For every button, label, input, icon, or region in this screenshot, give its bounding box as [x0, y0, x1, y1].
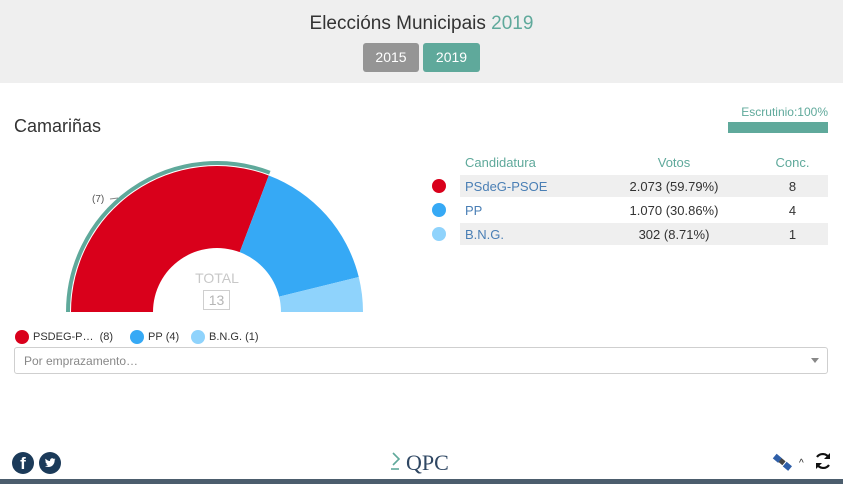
- seats-value: 8: [788, 179, 797, 194]
- candidate-link[interactable]: B.N.G.: [465, 227, 505, 242]
- majority-arc: [66, 161, 271, 313]
- legend-count: (4): [165, 331, 180, 343]
- legend-color-dot: [15, 330, 29, 344]
- candidate-link[interactable]: PP: [465, 203, 483, 218]
- majority-label: (7): [92, 194, 104, 205]
- title-year: 2019: [491, 13, 534, 34]
- satellite-icon[interactable]: [772, 453, 794, 471]
- legend-count: (8): [99, 331, 114, 343]
- logo-text: QPC: [406, 450, 449, 475]
- year-2015-button[interactable]: 2015: [363, 43, 419, 72]
- chart-slice-0: [71, 166, 269, 312]
- candidate-link[interactable]: PSdeG-PSOE: [465, 179, 548, 194]
- chart-slice-2: [279, 277, 363, 312]
- legend-count: (1): [245, 331, 259, 343]
- title-text: Eleccións Municipais: [309, 13, 486, 34]
- scrutiny-progress-fill: [728, 122, 828, 133]
- bottom-bar: [0, 479, 843, 484]
- seats-value: 4: [788, 203, 797, 218]
- table-row: PSdeG-PSOE 2.073 (59.79%) 8: [428, 175, 828, 197]
- legend-label: PSDEG-P…: [33, 331, 94, 343]
- location-select[interactable]: Por emprazamento…: [14, 347, 828, 374]
- municipality-name: Camariñas: [14, 116, 102, 136]
- chevron-down-icon: [811, 358, 819, 363]
- header-candidate: Candidatura: [465, 155, 536, 170]
- scrutiny-label: Escrutinio:100%: [741, 105, 828, 119]
- facebook-icon[interactable]: f: [12, 452, 34, 474]
- header-votes: Votos: [657, 155, 691, 170]
- select-placeholder: Por emprazamento…: [24, 354, 139, 368]
- votes-value: 302 (8.71%): [638, 227, 710, 242]
- party-color-dot: [432, 179, 446, 193]
- seats-value: 1: [788, 227, 797, 242]
- legend-label: PP: [148, 331, 163, 343]
- table-row: B.N.G. 302 (8.71%) 1: [428, 223, 828, 245]
- majority-leader-line: [109, 197, 119, 200]
- scrutiny-progress-bar: [728, 122, 828, 133]
- twitter-icon[interactable]: [39, 452, 61, 474]
- seats-chart: (7): [66, 161, 363, 313]
- header-seats: Conc.: [775, 155, 810, 170]
- votes-value: 2.073 (59.79%): [629, 179, 719, 194]
- party-color-dot: [432, 203, 446, 217]
- party-color-dot: [432, 227, 446, 241]
- total-label: TOTAL: [195, 270, 239, 286]
- chart-slice-1: [239, 175, 359, 297]
- legend-label: B.N.G.: [209, 331, 243, 343]
- year-2019-button[interactable]: 2019: [423, 43, 480, 72]
- qpc-logo[interactable]: QPC: [390, 449, 454, 475]
- refresh-icon[interactable]: [813, 451, 833, 471]
- votes-value: 1.070 (30.86%): [629, 203, 719, 218]
- total-value: 13: [203, 290, 230, 310]
- legend-color-dot: [130, 330, 144, 344]
- header: Eleccións Municipais 2019 2015 2019: [0, 0, 843, 83]
- caret-up-icon[interactable]: ^: [799, 458, 804, 469]
- legend-color-dot: [191, 330, 205, 344]
- page-title: Eleccións Municipais 2019: [0, 13, 843, 35]
- table-row: PP 1.070 (30.86%) 4: [428, 199, 828, 221]
